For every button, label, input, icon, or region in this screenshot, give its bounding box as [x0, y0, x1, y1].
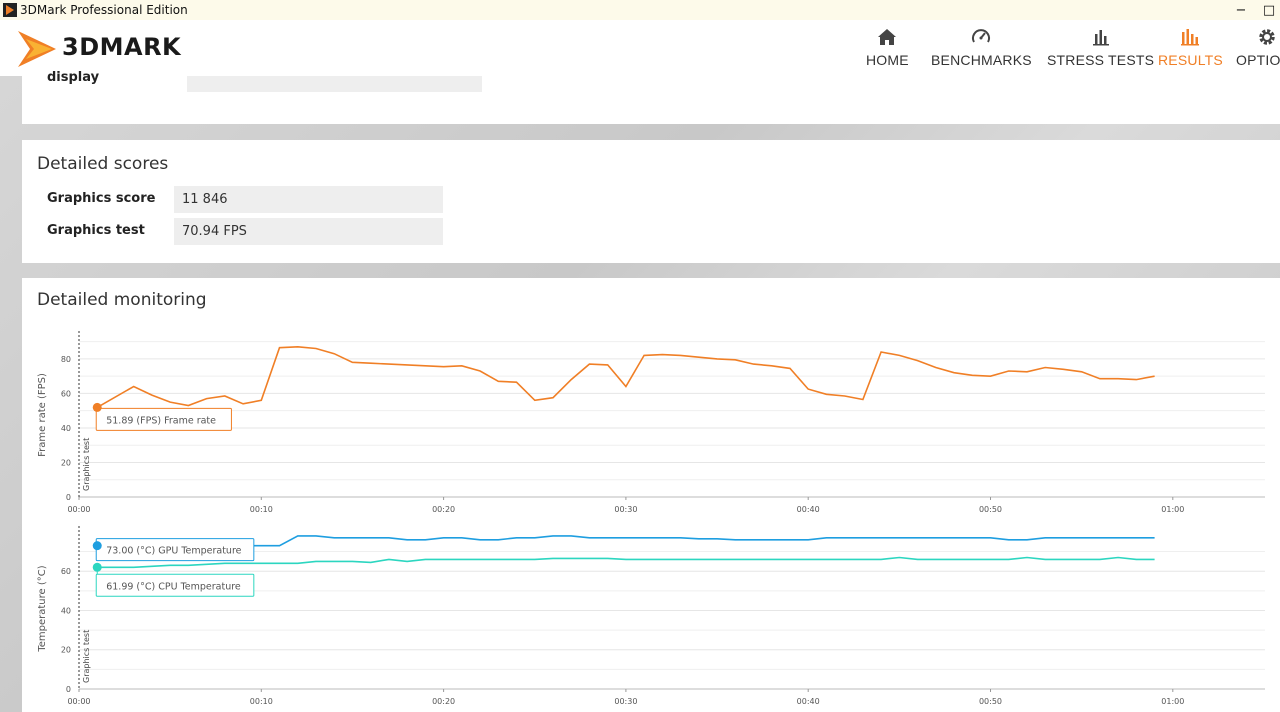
detailed-scores-title: Detailed scores	[37, 154, 169, 174]
x-tick-label: 01:00	[1161, 697, 1184, 706]
app-header: 3DMARK HOME BENCHMARKS STRESS TESTS	[0, 20, 1280, 76]
y-axis-label: Frame rate (FPS)	[37, 373, 48, 457]
tooltip-text: 73.00 (°C) GPU Temperature	[106, 546, 241, 557]
nav-stress-tests-label: STRESS TESTS	[1047, 52, 1155, 68]
tooltip-text: 51.89 (FPS) Frame rate	[106, 415, 216, 426]
gear-icon	[1259, 29, 1275, 45]
series-point	[92, 402, 102, 412]
x-tick-label: 00:00	[67, 697, 90, 706]
minimize-button[interactable]: −	[1235, 2, 1247, 18]
logo[interactable]: 3DMARK	[16, 24, 181, 70]
series-point	[92, 562, 102, 572]
graphics-score-label: Graphics score	[47, 191, 156, 206]
window-title: 3DMark Professional Edition	[20, 3, 188, 17]
y-axis-label: Temperature (°C)	[37, 565, 48, 652]
series-line-gpu-temperature	[97, 535, 1155, 547]
logo-text: 3DMARK	[62, 33, 182, 61]
x-tick-label: 00:50	[979, 697, 1002, 706]
nav-options[interactable]: OPTIONS	[1236, 26, 1280, 68]
graphics-score-value: 11 846	[174, 186, 443, 213]
graphics-test-value: 70.94 FPS	[174, 218, 443, 245]
detailed-monitoring-card: Detailed monitoring	[22, 278, 1280, 712]
nav-results-label: RESULTS	[1158, 52, 1223, 68]
y-tick-label: 0	[66, 493, 71, 502]
y-tick-label: 60	[61, 389, 71, 398]
x-tick-label: 00:20	[432, 697, 455, 706]
x-tick-label: 00:30	[614, 505, 637, 514]
x-tick-label: 00:00	[67, 505, 90, 514]
y-tick-label: 20	[61, 458, 71, 467]
nav-stress-tests[interactable]: STRESS TESTS	[1047, 26, 1154, 68]
x-tick-label: 00:20	[432, 505, 455, 514]
y-tick-label: 0	[66, 685, 71, 694]
nav-options-label: OPTIONS	[1236, 52, 1280, 68]
detailed-monitoring-title: Detailed monitoring	[37, 290, 207, 310]
series-line-frame-rate	[96, 345, 1155, 409]
chart-0: 0 20 40 60 80 00:00 00:10 00:20 00:30 00:40 00:50 0…	[37, 331, 1265, 514]
x-tick-label: 00:10	[250, 505, 273, 514]
nav-benchmarks-label: BENCHMARKS	[931, 52, 1032, 68]
display-card: display	[22, 70, 1280, 124]
nav-home-label: HOME	[866, 52, 909, 68]
x-tick-label: 00:30	[614, 697, 637, 706]
gauge-icon	[972, 29, 991, 43]
display-label: display	[47, 70, 100, 85]
x-tick-label: 00:40	[797, 697, 820, 706]
series-line-cpu-temperature	[97, 556, 1155, 569]
series-point	[92, 541, 102, 551]
nav-benchmarks[interactable]: BENCHMARKS	[931, 26, 1032, 68]
detailed-scores-card: Detailed scores Graphics score 11 846 Gr…	[22, 140, 1280, 263]
results-icon	[1181, 29, 1200, 46]
bar-chart-icon	[1092, 30, 1109, 46]
nav-home[interactable]: HOME	[866, 26, 909, 68]
y-tick-label: 60	[61, 567, 71, 576]
x-tick-label: 01:00	[1161, 505, 1184, 514]
graphics-test-marker-label: Graphics test	[82, 438, 91, 491]
tooltip-box	[95, 573, 255, 597]
title-bar: 3DMark Professional Edition − □	[0, 0, 1280, 20]
display-value	[187, 76, 482, 92]
graphics-test-marker-label: Graphics test	[82, 630, 91, 683]
tooltip-text: 61.99 (°C) CPU Temperature	[106, 581, 241, 592]
y-tick-label: 40	[61, 424, 71, 433]
y-tick-label: 40	[61, 606, 71, 615]
logo-flame-icon	[18, 31, 56, 67]
x-tick-label: 00:40	[797, 505, 820, 514]
tooltip-box	[95, 407, 232, 431]
y-tick-label: 80	[61, 355, 71, 364]
home-icon	[878, 29, 897, 45]
app-icon	[3, 3, 17, 17]
restore-button[interactable]: □	[1262, 2, 1276, 18]
chart-1: 0 20 40 60 00:00 00:10 00:20 00:30 00:40 00:50 01:…	[37, 526, 1265, 706]
graphics-test-label: Graphics test	[47, 223, 145, 238]
nav-results[interactable]: RESULTS	[1158, 26, 1223, 68]
x-tick-label: 00:50	[979, 505, 1002, 514]
x-tick-label: 00:10	[250, 697, 273, 706]
y-tick-label: 20	[61, 646, 71, 655]
